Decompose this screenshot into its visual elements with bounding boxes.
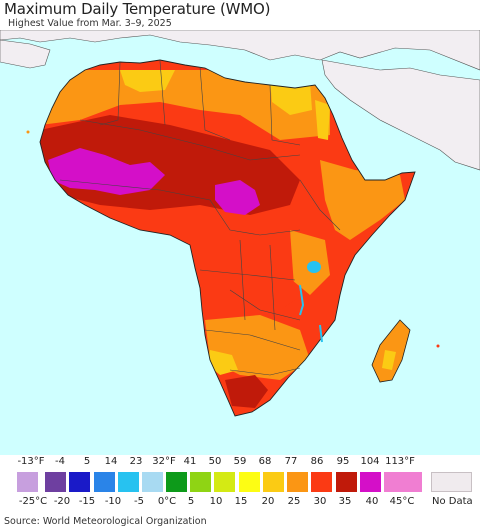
legend-c-label: 25 xyxy=(287,496,301,507)
legend-f-label: 5 xyxy=(83,456,91,467)
legend-f-label: 95 xyxy=(336,456,350,467)
legend-swatch xyxy=(142,472,163,492)
legend-c-label: -25°C xyxy=(18,496,48,507)
legend-c-label: 40 xyxy=(365,496,379,507)
lake-tanganyika xyxy=(299,284,305,316)
europe-landmass xyxy=(0,30,480,71)
legend-f-label: 68 xyxy=(258,456,272,467)
legend-swatch xyxy=(45,472,66,492)
madagascar-interior xyxy=(382,350,396,370)
legend-c-label: 15 xyxy=(234,496,248,507)
map-subtitle: Highest Value from Mar. 3–9, 2025 xyxy=(8,18,172,29)
legend-f-label: 104 xyxy=(360,456,380,467)
zone-orange-north xyxy=(40,70,330,140)
legend-c-label: -5 xyxy=(134,496,144,507)
legend-c-label: -20 xyxy=(53,496,71,507)
legend-f-label: 14 xyxy=(104,456,118,467)
legend-f-label: 86 xyxy=(310,456,324,467)
legend-c-label: -10 xyxy=(104,496,122,507)
legend-nodata-label: No Data xyxy=(432,496,473,507)
legend-swatch xyxy=(118,472,139,492)
legend-swatch xyxy=(287,472,308,492)
legend-c-label: 0°C xyxy=(157,496,177,507)
source-credit: Source: World Meteorological Organizatio… xyxy=(4,516,207,527)
legend-swatch xyxy=(384,472,422,492)
madagascar xyxy=(371,319,411,383)
legend-f-label: -13°F xyxy=(17,456,45,467)
legend-celsius-labels: -25°C -20 -15 -10 -5 0°C 5 10 15 20 25 3… xyxy=(0,496,480,508)
island-cape-verde xyxy=(26,130,30,134)
zone-red-central xyxy=(200,230,295,330)
legend-swatch xyxy=(166,472,187,492)
africa-outline xyxy=(39,59,416,417)
lake-malawi xyxy=(319,324,323,343)
legend-swatch xyxy=(214,472,235,492)
legend-f-label: 113°F xyxy=(385,456,415,467)
legend-swatch xyxy=(263,472,284,492)
zone-orange-cape xyxy=(208,350,238,375)
legend-c-label: 35 xyxy=(338,496,352,507)
legend-swatch xyxy=(69,472,90,492)
zone-yellow-libya xyxy=(270,80,312,115)
map-title: Maximum Daily Temperature (WMO) xyxy=(4,0,271,18)
legend-c-label: 30 xyxy=(313,496,327,507)
country-borders xyxy=(59,60,341,376)
middle-east-landmass xyxy=(321,59,480,171)
legend-c-label: -15 xyxy=(78,496,96,507)
legend-swatch xyxy=(360,472,381,492)
zone-yellow-egypt-red xyxy=(315,100,330,140)
temperature-map xyxy=(0,30,480,455)
iberia-landmass xyxy=(0,39,51,69)
legend-f-label: 77 xyxy=(284,456,298,467)
legend-f-label: -4 xyxy=(55,456,65,467)
legend-f-label: 59 xyxy=(233,456,247,467)
legend-c-label: 20 xyxy=(261,496,275,507)
legend-fahrenheit-labels: -13°F -4 5 14 23 32°F 41 50 59 68 77 86 … xyxy=(0,456,480,468)
legend-swatch xyxy=(94,472,115,492)
zone-darkred-kalahari xyxy=(225,375,268,408)
legend-swatch xyxy=(239,472,260,492)
legend-f-label: 32°F xyxy=(152,456,176,467)
lake-victoria xyxy=(307,261,321,273)
legend-color-bar xyxy=(0,472,480,492)
legend-f-label: 50 xyxy=(208,456,222,467)
legend-swatch xyxy=(311,472,332,492)
legend: -13°F -4 5 14 23 32°F 41 50 59 68 77 86 … xyxy=(0,456,480,516)
legend-c-label: 5 xyxy=(187,496,195,507)
legend-swatch xyxy=(190,472,211,492)
legend-swatch xyxy=(17,472,38,492)
zone-magenta-east xyxy=(215,180,260,215)
island-comoros xyxy=(436,344,440,348)
legend-nodata-swatch xyxy=(431,472,472,492)
legend-swatch xyxy=(336,472,357,492)
zone-magenta-west xyxy=(48,148,165,195)
legend-f-label: 23 xyxy=(129,456,143,467)
legend-c-label: 45°C xyxy=(389,496,415,507)
legend-f-label: 41 xyxy=(183,456,197,467)
legend-c-label: 10 xyxy=(209,496,223,507)
